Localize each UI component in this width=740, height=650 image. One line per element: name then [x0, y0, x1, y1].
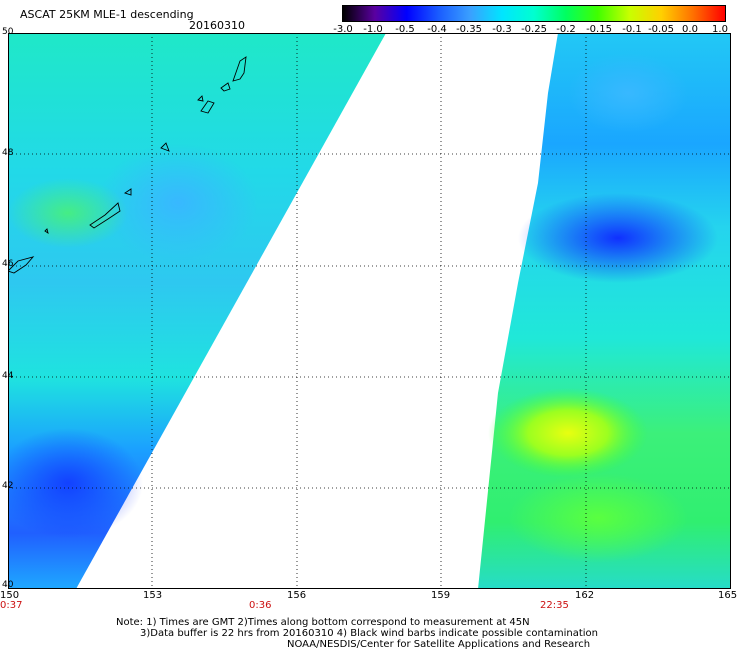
graticule: [8, 33, 731, 589]
swath-right-patch: [518, 193, 718, 283]
colorbar-label: 0.0: [682, 24, 698, 35]
colorbar-label: -0.15: [586, 24, 612, 35]
colorbar-label: -0.35: [456, 24, 482, 35]
colorbar-label: -0.25: [521, 24, 547, 35]
colorbar-label: 1.0: [712, 24, 728, 35]
colorbar-label: -0.2: [556, 24, 576, 35]
time-label: 0:37: [0, 600, 23, 611]
lon-label: 153: [143, 590, 163, 601]
colorbar: [342, 5, 726, 22]
map-plot: [8, 33, 731, 589]
lat-label: 48: [2, 148, 14, 158]
colorbar-gradient: [343, 6, 725, 21]
swath-left-patch: [8, 428, 143, 538]
time-label: 22:35: [540, 600, 569, 611]
footnote-credit: NOAA/NESDIS/Center for Satellite Applica…: [287, 639, 591, 650]
lon-label: 162: [575, 590, 595, 601]
lat-label: 42: [2, 481, 14, 491]
chart-title: ASCAT 25KM MLE-1 descending: [20, 8, 194, 21]
time-label: 0:36: [249, 600, 272, 611]
coastline: [8, 56, 247, 274]
swath-right-patch: [508, 473, 688, 563]
chart-date: 20160310: [189, 19, 245, 32]
lat-label: 40: [2, 580, 14, 590]
lon-label: 159: [431, 590, 451, 601]
colorbar-label: -0.1: [622, 24, 642, 35]
swath-left-patch: [98, 143, 258, 263]
swath-right-patch: [488, 388, 648, 478]
footnote-line: Note: 1) Times are GMT 2)Times along bot…: [116, 617, 530, 628]
lat-label: 50: [2, 27, 14, 37]
footnote-line: 3)Data buffer is 22 hrs from 20160310 4)…: [140, 628, 598, 639]
lat-label: 44: [2, 371, 14, 381]
colorbar-label: -0.5: [395, 24, 415, 35]
colorbar-label: -0.4: [427, 24, 447, 35]
lon-label: 150: [0, 590, 20, 601]
colorbar-label: -3.0: [333, 24, 353, 35]
lon-label: 165: [718, 590, 738, 601]
lon-label: 156: [287, 590, 307, 601]
colorbar-label: -0.05: [648, 24, 674, 35]
colorbar-label: -1.0: [363, 24, 383, 35]
plot-frame: [8, 33, 731, 589]
lat-label: 46: [2, 259, 14, 269]
colorbar-label: -0.3: [492, 24, 512, 35]
swath-right-patch: [568, 53, 688, 133]
swath-left-patch: [8, 178, 128, 248]
